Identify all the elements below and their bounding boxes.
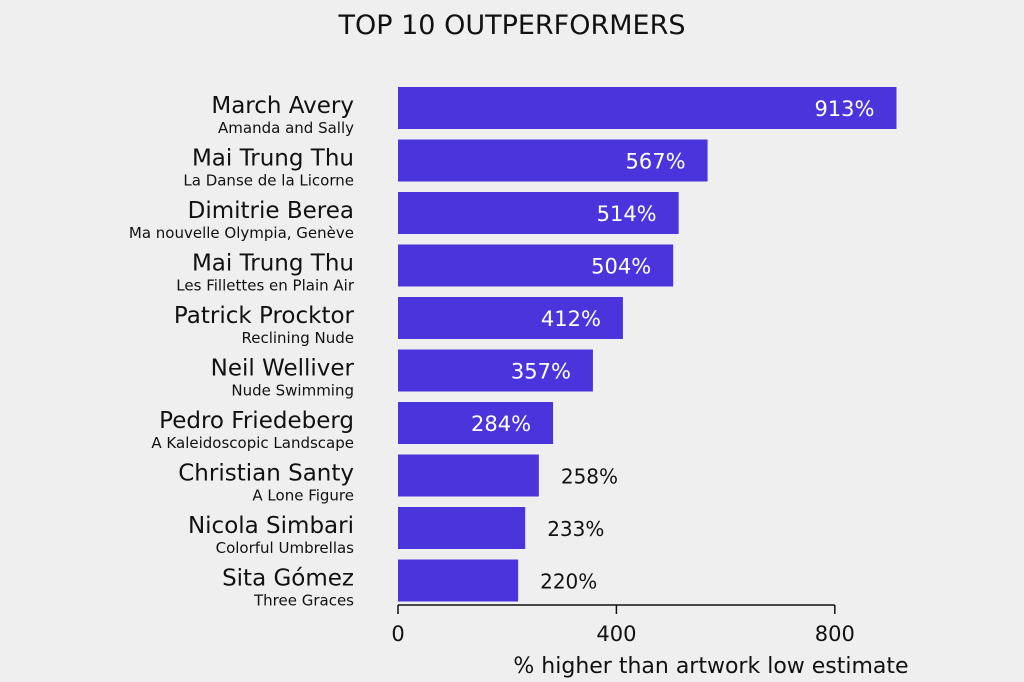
- bar-value-label: 284%: [471, 412, 531, 436]
- artist-label: March Avery: [211, 93, 354, 119]
- bar-value-label: 412%: [541, 307, 601, 331]
- artwork-label: Three Graces: [253, 592, 354, 610]
- bar: [398, 139, 708, 182]
- x-tick-label: 400: [596, 622, 636, 646]
- artist-label: Neil Welliver: [211, 356, 355, 382]
- artist-label: Nicola Simbari: [188, 513, 354, 539]
- bar: [398, 87, 897, 129]
- artist-label: Pedro Friedeberg: [159, 408, 354, 434]
- artist-label: Mai Trung Thu: [192, 146, 354, 172]
- artwork-label: A Lone Figure: [252, 487, 354, 505]
- x-axis: 0 400 800: [391, 604, 855, 646]
- bar: [398, 402, 554, 444]
- artwork-label: Les Fillettes en Plain Air: [176, 277, 355, 295]
- artist-label: Christian Santy: [178, 461, 354, 487]
- bar: [398, 297, 623, 339]
- artwork-label: Ma nouvelle Olympia, Genève: [129, 224, 354, 242]
- chart-title: TOP 10 OUTPERFORMERS: [338, 10, 686, 41]
- artwork-label: A Kaleidoscopic Landscape: [151, 434, 354, 452]
- artwork-label: Colorful Umbrellas: [216, 539, 355, 557]
- artist-label: Mai Trung Thu: [192, 251, 354, 277]
- x-tick-label: 800: [815, 622, 855, 646]
- bar-value-label: 913%: [814, 97, 874, 121]
- bar-value-label: 504%: [591, 255, 651, 279]
- bar: [398, 244, 674, 287]
- artwork-label: Amanda and Sally: [218, 119, 354, 137]
- artist-label: Sita Gómez: [222, 566, 354, 592]
- bar-value-label: 220%: [540, 570, 597, 594]
- bar-value-label: 514%: [597, 202, 657, 226]
- bar: [398, 349, 593, 392]
- artist-label: Patrick Procktor: [174, 303, 355, 329]
- bar: [398, 559, 519, 602]
- bar: [398, 192, 679, 234]
- artwork-label: La Danse de la Licorne: [183, 172, 354, 190]
- bar-value-label: 567%: [626, 150, 686, 174]
- bar-value-label: 233%: [547, 517, 604, 541]
- artist-label: Dimitrie Berea: [188, 198, 354, 224]
- bar-value-label: 258%: [561, 465, 618, 489]
- bar: [398, 507, 526, 549]
- bar-value-label: 357%: [511, 360, 571, 384]
- x-axis-label: % higher than artwork low estimate: [513, 654, 908, 679]
- artwork-label: Reclining Nude: [241, 329, 354, 347]
- x-tick-label: 0: [391, 622, 404, 646]
- bar: [398, 454, 539, 497]
- artwork-label: Nude Swimming: [231, 382, 354, 400]
